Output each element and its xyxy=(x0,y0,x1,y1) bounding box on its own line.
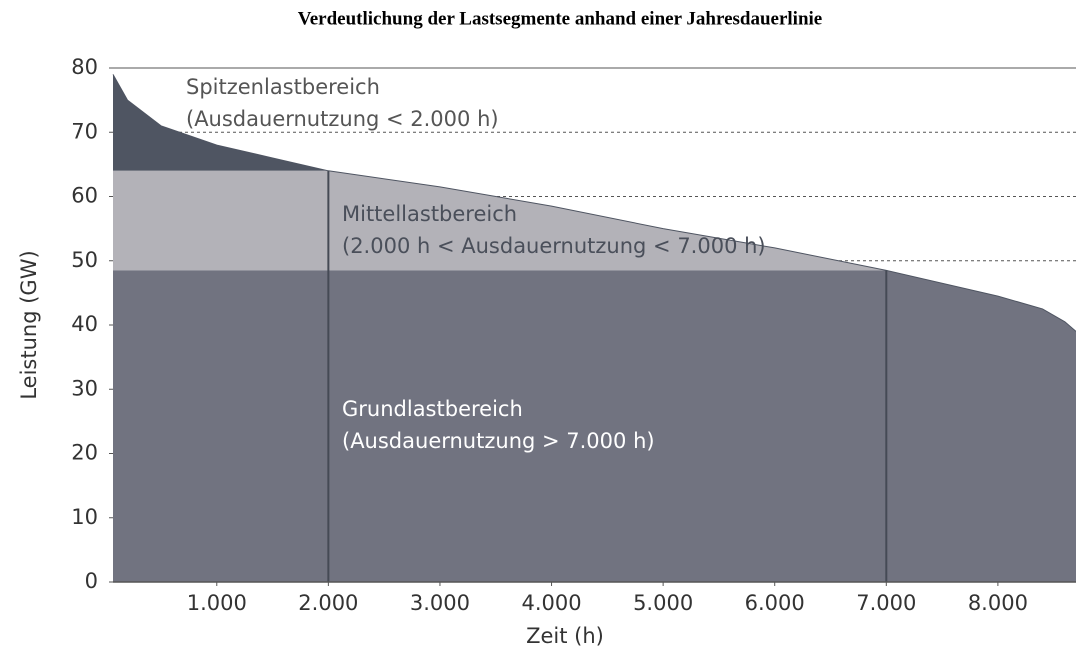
x-axis-label: Zeit (h) xyxy=(526,624,604,648)
y-tick-label: 70 xyxy=(71,119,98,143)
segment-label: Spitzenlastbereich xyxy=(186,75,380,99)
x-tick-label: 5.000 xyxy=(633,591,693,615)
y-tick-label: 0 xyxy=(85,569,98,593)
segment-label: Grundlastbereich xyxy=(342,397,523,421)
x-tick-label: 6.000 xyxy=(745,591,805,615)
load-curve xyxy=(112,74,1076,332)
y-tick-label: 80 xyxy=(71,55,98,79)
x-tick-label: 4.000 xyxy=(521,591,581,615)
segment-label: Mittellastbereich xyxy=(342,202,517,226)
y-tick-label: 20 xyxy=(71,441,98,465)
segments xyxy=(113,74,1076,582)
x-tick-label: 8.000 xyxy=(968,591,1028,615)
y-tick-label: 40 xyxy=(71,312,98,336)
x-tick-label: 7.000 xyxy=(856,591,916,615)
segment-note: (2.000 h < Ausdauernutzung < 7.000 h) xyxy=(342,234,766,258)
y-tick-label: 60 xyxy=(71,184,98,208)
x-tick-label: 3.000 xyxy=(410,591,470,615)
segment-note: (Ausdauernutzung > 7.000 h) xyxy=(342,429,655,453)
x-tick-label: 1.000 xyxy=(187,591,247,615)
y-tick-label: 50 xyxy=(71,248,98,272)
segment-note: (Ausdauernutzung < 2.000 h) xyxy=(186,107,499,131)
y-tick-label: 10 xyxy=(71,505,98,529)
y-axis-label: Leistung (GW) xyxy=(17,250,41,399)
y-tick-label: 30 xyxy=(71,376,98,400)
chart-title: Verdeutlichung der Lastsegmente anhand e… xyxy=(298,8,822,29)
segment-area xyxy=(113,270,1076,582)
x-tick-label: 2.000 xyxy=(298,591,358,615)
